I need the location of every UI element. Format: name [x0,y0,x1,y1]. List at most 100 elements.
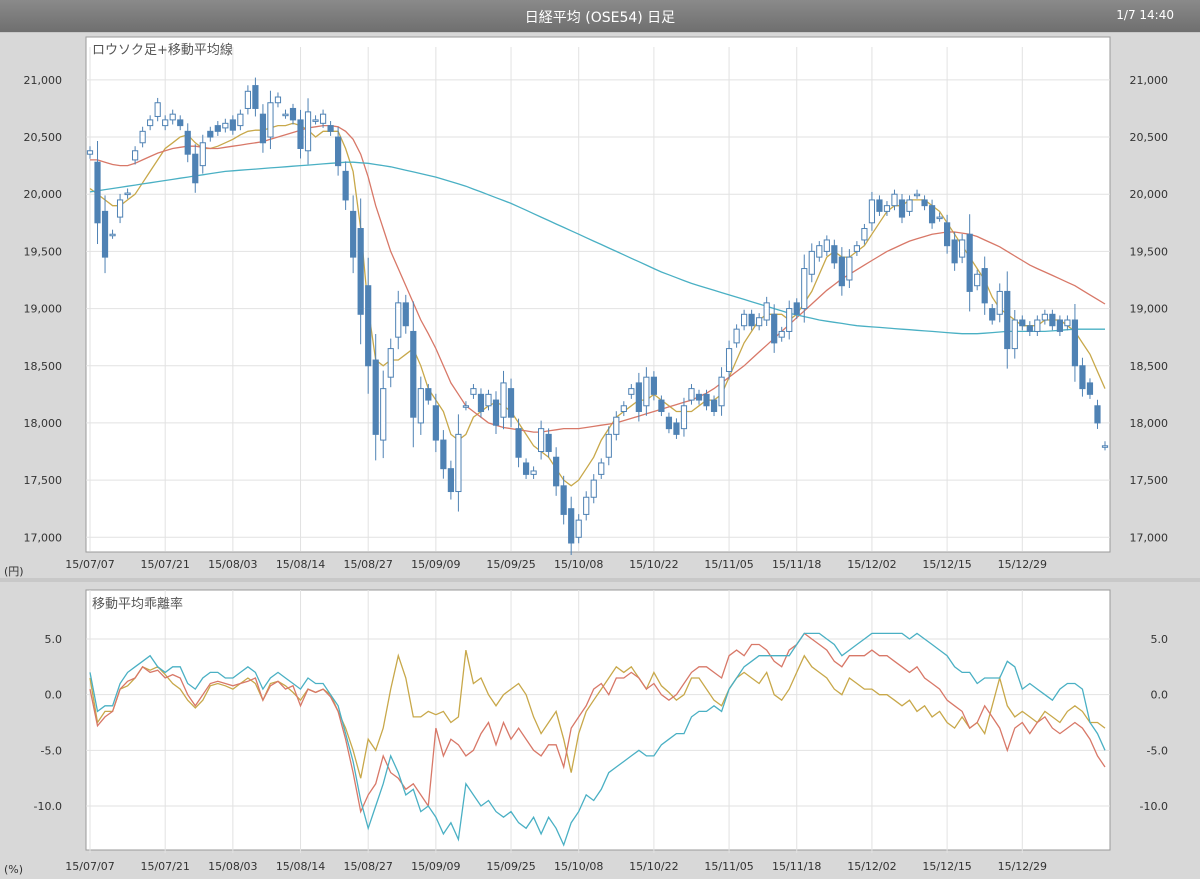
x-tick-label: 15/07/07 [65,860,114,873]
candle-body [207,130,214,138]
x-tick-label: 15/11/18 [772,558,821,571]
candle-body [936,216,943,220]
candle-body [959,239,966,258]
deviation-panel-title: 移動平均乖離率 [92,596,183,612]
candle-body [1034,319,1041,332]
y-tick-label: 17,000 [24,531,63,544]
candle-body [756,317,763,327]
candle-body [898,199,906,218]
y-tick-label: -10.0 [1140,800,1168,813]
x-tick-label: 15/12/15 [922,860,971,873]
candle-body [327,125,334,132]
y-tick-label: 19,500 [1130,245,1169,258]
candle-body [1041,313,1048,321]
candle-body [1079,365,1086,390]
candle-body [944,222,951,247]
y-tick-label: 17,000 [1130,531,1169,544]
candle-body [688,388,695,401]
y-tick-label: -10.0 [34,800,62,813]
candle-body [605,433,612,458]
candle-body [861,228,868,241]
candle-body [786,308,793,332]
x-tick-label: 15/12/15 [922,558,971,571]
y-tick-label: 20,000 [24,188,63,201]
candle-body [214,125,221,132]
candle-body [710,399,718,412]
x-tick-label: 15/07/21 [140,558,189,571]
x-tick-label: 15/09/25 [486,558,535,571]
x-tick-label: 15/10/22 [629,860,678,873]
y-tick-label: 17,500 [1130,474,1169,487]
candle-body [169,113,176,121]
y-tick-label: 18,500 [24,360,63,373]
candle-body [981,268,988,304]
candle-body [613,416,620,435]
candle-body [477,393,485,412]
y-tick-label: 20,000 [1130,188,1169,201]
candle-body [673,422,680,435]
x-tick-label: 15/09/09 [411,558,460,571]
upper-y-axis-right: 21,000 20,500 20,000 19,500 19,000 18,500 18,0… [1130,74,1169,544]
candle-body [575,519,582,538]
upper-x-axis: 15/07/07 15/07/21 15/08/03 15/08/14 15/08/27… [65,558,1047,571]
candle-body [658,399,665,412]
x-tick-label: 15/12/29 [998,860,1047,873]
candle-body [538,428,545,453]
candle-body [928,205,936,224]
candle-body [432,405,439,441]
moving-average-lines [89,122,1106,487]
x-tick-label: 15/08/14 [276,558,325,571]
candle-body [109,233,116,237]
candle-body [94,161,101,224]
candle-body [853,245,860,252]
candle-body [560,485,567,515]
candle-body [147,119,154,127]
x-tick-label: 15/11/18 [772,860,821,873]
candle-body [741,313,748,327]
candle-body [620,405,627,412]
candle-body [1011,319,1018,350]
x-tick-label: 15/08/14 [276,860,325,873]
candle-body [139,130,146,144]
candle-body [1049,313,1056,327]
ma-line-0 [89,122,1106,487]
candle-body [1004,290,1011,350]
candle-body [522,462,530,475]
x-tick-label: 15/07/21 [140,860,189,873]
candle-body [462,405,470,408]
candle-body [470,388,477,395]
candle-body [1086,382,1094,395]
y-tick-label: 20,500 [1130,131,1169,144]
candle-body [184,130,191,155]
candle-body [1071,319,1079,367]
candle-body [372,359,379,435]
candle-body [177,119,184,127]
candle-body [831,245,838,264]
candle-body [492,399,500,426]
y-tick-label: 19,500 [24,245,63,258]
candle-body [680,405,688,430]
candle-body [598,462,605,475]
candle-body [725,348,733,372]
candle-body [583,496,590,515]
x-tick-label: 15/11/05 [704,860,753,873]
lower-y-axis-left: 5.0 0.0 -5.0 -10.0 [34,633,62,813]
candle-body [289,107,297,121]
candle-body [974,273,981,287]
ma-line-1 [90,124,1106,433]
x-tick-label: 15/08/03 [208,860,257,873]
candle-body [447,468,454,493]
candle-body [319,113,327,124]
candle-body [1064,319,1071,327]
candle-body [199,142,206,167]
candle-body [913,193,921,197]
candle-body [876,199,883,212]
candle-body [222,122,229,129]
window-title: 日経平均 (OSE54) 日足 [524,10,676,26]
deviation-line-0 [89,649,1106,779]
candle-body [350,210,357,258]
candle-body [1056,319,1063,332]
y-tick-label: 18,000 [24,417,63,430]
candle-body [748,313,755,327]
x-tick-label: 15/10/08 [554,860,603,873]
